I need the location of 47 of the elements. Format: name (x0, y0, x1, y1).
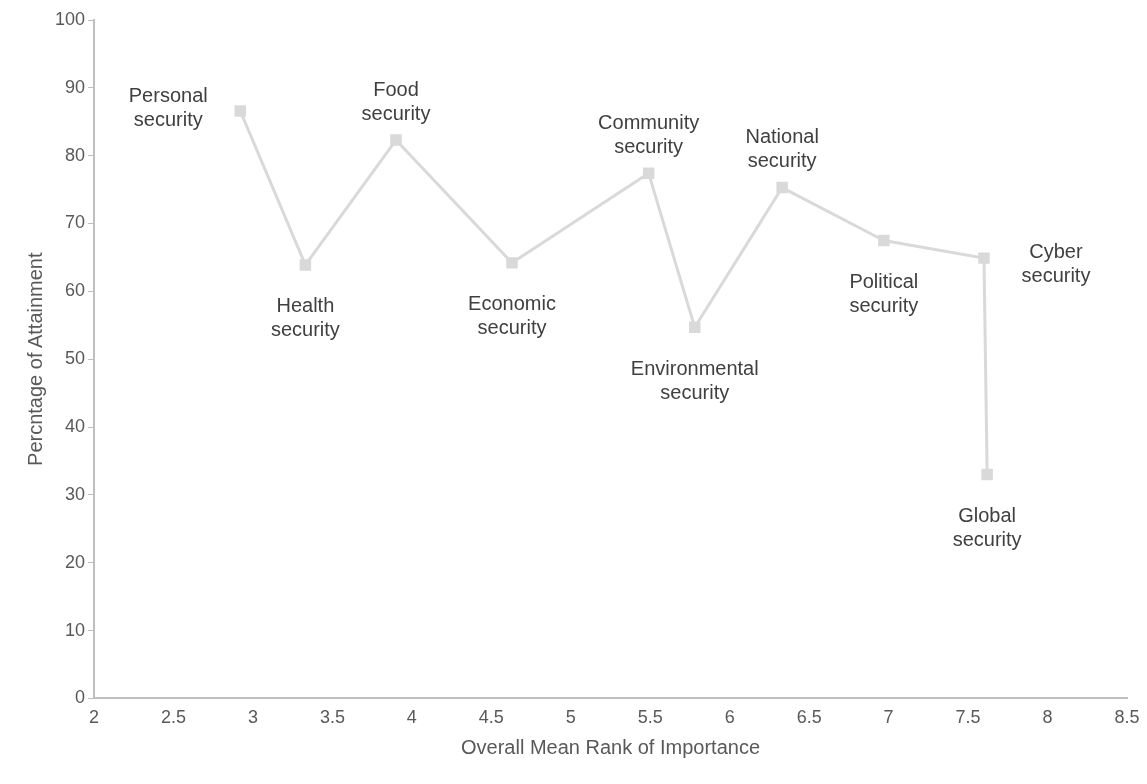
x-tick-label: 8.5 (1114, 707, 1140, 728)
y-tick-label: 10 (65, 619, 86, 640)
point (299, 259, 312, 271)
y-tick-label: 100 (54, 8, 86, 29)
point (390, 134, 402, 146)
x-tick-label: 2.5 (160, 707, 187, 728)
point (642, 167, 655, 180)
y-tick-label: 20 (65, 551, 86, 572)
y-tick-label: 60 (65, 280, 86, 301)
point (978, 252, 990, 264)
point (981, 468, 993, 481)
annotation: Economic security (468, 292, 556, 339)
point (506, 257, 518, 269)
x-tick-label: 5 (565, 707, 576, 728)
x-tick-label: 3 (247, 707, 258, 728)
annotation: Environmental security (630, 356, 759, 403)
x-tick-label: 4.5 (478, 707, 504, 728)
point (689, 321, 701, 334)
x-tick-label: 8 (1042, 707, 1053, 728)
annotation: Food security (361, 77, 431, 124)
x-tick-label: 7.5 (955, 707, 981, 728)
annotation: Global security (952, 504, 1022, 551)
annotation: Cyber security (1021, 239, 1091, 286)
y-tick-label: 40 (65, 416, 86, 437)
y-axis-title: Percntage of Attainment (23, 252, 46, 466)
annotation: Political security (849, 270, 919, 316)
point (776, 181, 788, 194)
x-axis-title: Overall Mean Rank of Importance (461, 735, 761, 758)
annotation: National security (745, 125, 819, 172)
x-tick-label: 7 (883, 707, 894, 728)
x-tick-label: 4 (406, 707, 417, 728)
x-tick-label: 6 (724, 707, 735, 728)
y-tick-label: 70 (65, 212, 86, 233)
point (234, 105, 246, 117)
point (878, 234, 890, 247)
y-tick-label: 30 (65, 483, 86, 504)
x-tick-label: 2 (89, 707, 100, 728)
y-tick-label: 0 (75, 687, 86, 708)
x-tick-label: 5.5 (637, 707, 663, 728)
y-tick-label: 80 (65, 144, 86, 165)
annotation: Community security (598, 110, 700, 157)
x-tick-label: 3.5 (319, 707, 345, 728)
annotation: Health security (270, 294, 340, 341)
y-tick-label: 90 (65, 76, 86, 97)
x-tick-label: 6.5 (796, 707, 822, 728)
y-tick-label: 50 (65, 348, 86, 369)
annotation: Personal security (128, 84, 208, 131)
